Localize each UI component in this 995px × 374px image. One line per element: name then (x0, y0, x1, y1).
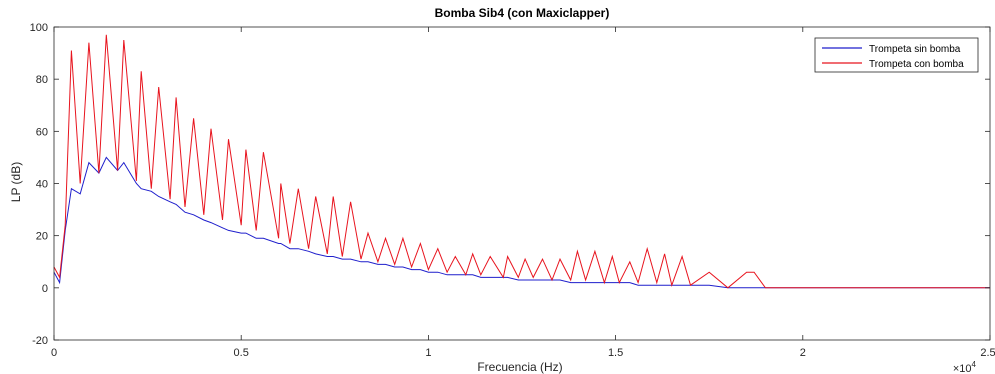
series-line-trompeta-con-bomba (53, 34, 990, 289)
y-tick-label: 100 (30, 22, 48, 34)
y-tick-label: 20 (36, 231, 48, 243)
x-tick-label: 2.5 (980, 347, 995, 359)
x-exponent-label: ×104 (953, 360, 977, 374)
x-axis-label: Frecuencia (Hz) (477, 360, 562, 374)
plot-area (53, 26, 991, 341)
legend: Trompeta sin bomba Trompeta con bomba (814, 37, 979, 73)
y-tick-label: 40 (36, 179, 48, 191)
y-axis-label: LP (dB) (9, 162, 23, 202)
y-tick-label: 80 (36, 74, 48, 86)
legend-label-trompeta-sin-bomba: Trompeta sin bomba (869, 44, 961, 55)
y-tick-label: 0 (42, 283, 48, 295)
legend-box (814, 37, 979, 73)
legend-label-trompeta-con-bomba: Trompeta con bomba (869, 59, 964, 70)
chart-title: Bomba Sib4 (con Maxiclapper) (435, 6, 610, 20)
series-line-trompeta-sin-bomba (53, 156, 990, 289)
x-tick-label: 1.5 (608, 347, 623, 359)
y-tick-label: -20 (32, 335, 48, 347)
x-tick-label: 2 (800, 347, 806, 359)
y-tick-label: 60 (36, 126, 48, 138)
x-tick-label: 0 (51, 347, 57, 359)
plot-background (54, 27, 990, 340)
x-tick-label: 1 (425, 347, 431, 359)
x-tick-label: 0.5 (234, 347, 249, 359)
